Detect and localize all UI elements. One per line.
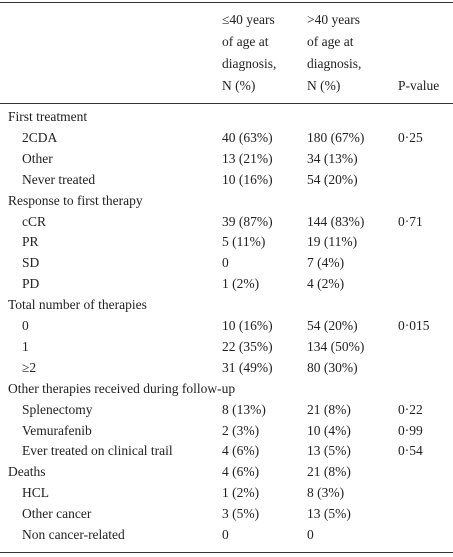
- p-value: 0·71: [398, 213, 423, 229]
- top-rule: [0, 2, 453, 3]
- row-label: PR: [22, 234, 39, 250]
- value-cell: 144 (83%): [307, 213, 365, 229]
- section-title: Response to first therapy: [8, 192, 143, 208]
- header-text: N (%): [222, 78, 256, 93]
- value-cell: 2 (3%): [222, 422, 260, 438]
- value-cell: 13 (21%): [222, 150, 273, 166]
- header-text: ≤40 years: [222, 12, 275, 27]
- row-label: ≥2: [22, 359, 37, 375]
- value-cell: 39 (87%): [222, 213, 273, 229]
- row-label: PD: [22, 276, 40, 292]
- value-cell: 8 (3%): [307, 485, 345, 501]
- value-cell: 21 (8%): [307, 401, 351, 417]
- value-cell: 19 (11%): [307, 234, 358, 250]
- p-value: 0·99: [398, 422, 423, 438]
- header-text: of age at: [307, 34, 354, 49]
- value-cell: 0: [222, 255, 229, 271]
- header-text: diagnosis,: [222, 56, 277, 71]
- row-label: cCR: [22, 213, 47, 229]
- value-cell: 10 (16%): [222, 318, 273, 333]
- value-cell: 134 (50%): [307, 338, 365, 354]
- value-cell: 80 (30%): [307, 359, 358, 375]
- value-cell: 1 (2%): [222, 485, 260, 501]
- section-title: First treatment: [8, 109, 88, 124]
- value-cell: 34 (13%): [307, 150, 358, 166]
- value-cell: 8 (13%): [222, 401, 266, 417]
- value-cell: 10 (16%): [222, 171, 273, 187]
- value-cell: 31 (49%): [222, 359, 273, 375]
- header-text: diagnosis,: [307, 56, 362, 71]
- p-value: 0·54: [398, 443, 423, 459]
- value-cell: 0: [307, 527, 314, 542]
- value-cell: 180 (67%): [307, 129, 365, 145]
- value-cell: 4 (6%): [222, 443, 260, 459]
- row-label: Other cancer: [22, 506, 92, 522]
- value-cell: 13 (5%): [307, 506, 351, 522]
- section-title: Deaths: [8, 464, 46, 480]
- value-cell: 40 (63%): [222, 129, 273, 145]
- section-title: Other therapies received during follow-u…: [8, 380, 236, 396]
- section-title: Total number of therapies: [8, 297, 147, 313]
- header-text: P-value: [398, 78, 440, 93]
- value-cell: 5 (11%): [222, 234, 266, 250]
- value-cell: 0: [222, 527, 229, 542]
- row-label: HCL: [22, 485, 49, 501]
- header-text: >40 years: [307, 12, 360, 27]
- row-label: 2CDA: [22, 129, 58, 145]
- value-cell: 1 (2%): [222, 276, 260, 292]
- row-label: Splenectomy: [22, 401, 93, 417]
- value-cell: 54 (20%): [307, 171, 358, 187]
- value-cell: 10 (4%): [307, 422, 351, 438]
- row-label: Non cancer-related: [22, 527, 125, 542]
- p-value: 0·22: [398, 401, 423, 417]
- value-cell: 21 (8%): [307, 464, 351, 480]
- value-cell: 4 (6%): [222, 464, 260, 480]
- row-label: Ever treated on clinical trail: [22, 443, 173, 459]
- header-text: of age at: [222, 34, 269, 49]
- row-label: SD: [22, 255, 40, 271]
- row-label: 0: [22, 318, 29, 333]
- value-cell: 13 (5%): [307, 443, 351, 459]
- value-cell: 54 (20%): [307, 318, 358, 333]
- p-value: 0·015: [398, 318, 430, 333]
- header-rule: [0, 103, 453, 104]
- row-label: Vemurafenib: [22, 422, 92, 438]
- row-label: Other: [22, 150, 53, 166]
- p-value: 0·25: [398, 129, 423, 145]
- value-cell: 22 (35%): [222, 338, 273, 354]
- value-cell: 4 (2%): [307, 276, 345, 292]
- value-cell: 3 (5%): [222, 506, 260, 522]
- row-label: Never treated: [22, 171, 96, 187]
- value-cell: 7 (4%): [307, 255, 345, 271]
- header-text: N (%): [307, 78, 341, 93]
- row-label: 1: [22, 338, 29, 354]
- bottom-rule: [0, 552, 453, 553]
